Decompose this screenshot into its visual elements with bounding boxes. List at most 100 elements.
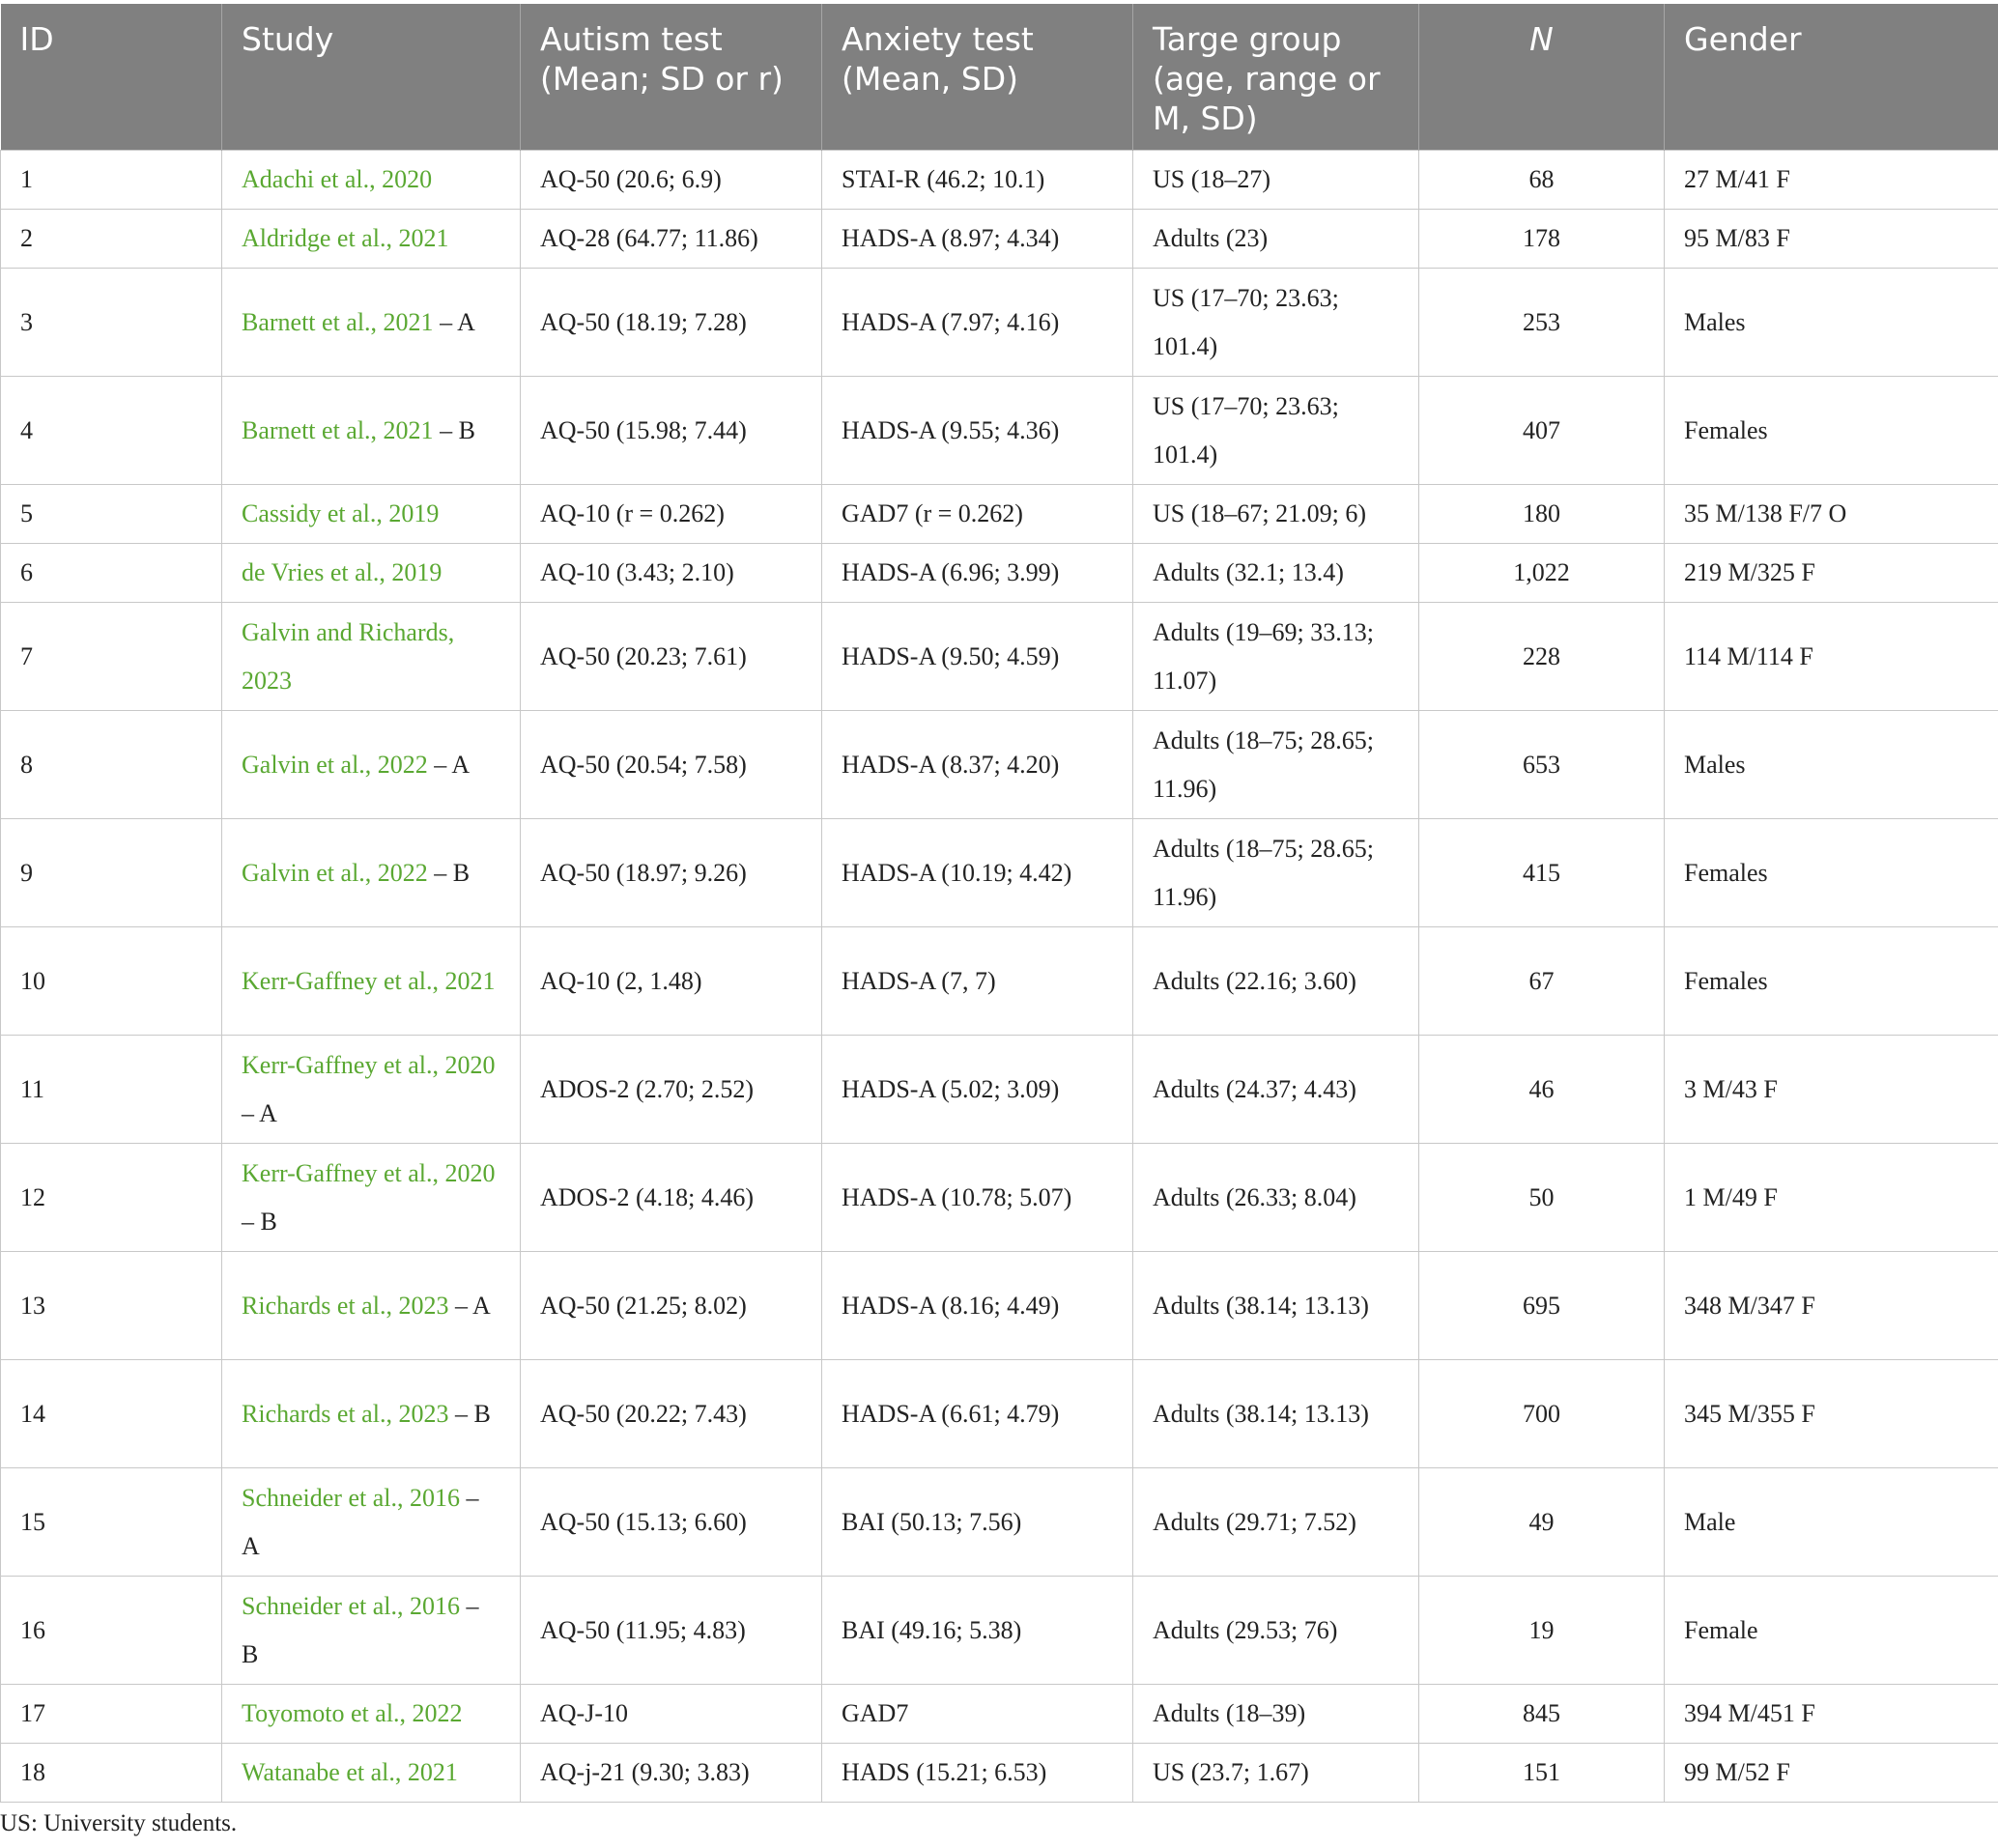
cell-autism-test: ADOS-2 (2.70; 2.52) (520, 1035, 822, 1144)
header-gender: Gender (1664, 4, 1998, 151)
cell-id: 3 (0, 268, 222, 377)
cell-gender: 219 M/325 F (1664, 543, 1998, 603)
cell-gender: 27 M/41 F (1664, 150, 1998, 210)
study-link[interactable]: Cassidy et al., 2019 (242, 499, 440, 527)
study-suffix: – B (433, 415, 475, 444)
cell-study: Schneider et al., 2016 – A (221, 1467, 521, 1577)
cell-id: 1 (0, 150, 222, 210)
cell-n: 178 (1418, 209, 1665, 269)
cell-autism-test: AQ-50 (20.22; 7.43) (520, 1359, 822, 1468)
study-suffix: – A (433, 307, 475, 336)
cell-anxiety-test: GAD7 (821, 1684, 1133, 1744)
cell-autism-test: AQ-50 (11.95; 4.83) (520, 1576, 822, 1685)
cell-target-group: Adults (18–75; 28.65; 11.96) (1132, 818, 1419, 927)
cell-n: 407 (1418, 376, 1665, 485)
cell-anxiety-test: GAD7 (r = 0.262) (821, 484, 1133, 544)
cell-n: 19 (1418, 1576, 1665, 1685)
cell-anxiety-test: HADS (15.21; 6.53) (821, 1743, 1133, 1803)
study-link[interactable]: Kerr-Gaffney et al., 2020 (242, 1158, 496, 1187)
cell-id: 11 (0, 1035, 222, 1144)
cell-gender: Females (1664, 818, 1998, 927)
study-link[interactable]: Galvin et al., 2022 (242, 858, 428, 887)
header-id: ID (0, 4, 222, 151)
cell-id: 18 (0, 1743, 222, 1803)
study-link[interactable]: Richards et al., 2023 (242, 1291, 449, 1320)
study-link[interactable]: Watanabe et al., 2021 (242, 1758, 458, 1786)
cell-target-group: US (17–70; 23.63; 101.4) (1132, 268, 1419, 377)
study-link[interactable]: Schneider et al., 2016 (242, 1483, 460, 1512)
cell-study: Barnett et al., 2021 – B (221, 376, 521, 485)
cell-id: 12 (0, 1143, 222, 1252)
cell-n: 700 (1418, 1359, 1665, 1468)
study-link[interactable]: de Vries et al., 2019 (242, 558, 442, 586)
cell-autism-test: AQ-10 (3.43; 2.10) (520, 543, 822, 603)
table-row: 7 Galvin and Richards, 2023 AQ-50 (20.23… (0, 602, 1998, 711)
cell-study: Richards et al., 2023 – A (221, 1251, 521, 1360)
study-link[interactable]: Barnett et al., 2021 (242, 415, 434, 444)
table-row: 14 Richards et al., 2023 – B AQ-50 (20.2… (0, 1359, 1998, 1468)
cell-study: Galvin et al., 2022 – B (221, 818, 521, 927)
cell-id: 16 (0, 1576, 222, 1685)
cell-study: Richards et al., 2023 – B (221, 1359, 521, 1468)
cell-n: 67 (1418, 926, 1665, 1036)
study-suffix: – A (242, 1098, 277, 1127)
study-link[interactable]: Aldridge et al., 2021 (242, 224, 449, 252)
cell-autism-test: AQ-28 (64.77; 11.86) (520, 209, 822, 269)
cell-n: 845 (1418, 1684, 1665, 1744)
cell-study: Adachi et al., 2020 (221, 150, 521, 210)
header-anxiety-test: Anxiety test (Mean, SD) (821, 4, 1133, 151)
cell-id: 2 (0, 209, 222, 269)
cell-anxiety-test: HADS-A (9.50; 4.59) (821, 602, 1133, 711)
cell-id: 5 (0, 484, 222, 544)
study-link[interactable]: Kerr-Gaffney et al., 2020 (242, 1050, 496, 1079)
cell-anxiety-test: HADS-A (10.78; 5.07) (821, 1143, 1133, 1252)
cell-target-group: Adults (29.53; 76) (1132, 1576, 1419, 1685)
cell-target-group: US (18–27) (1132, 150, 1419, 210)
cell-study: Kerr-Gaffney et al., 2021 (221, 926, 521, 1036)
table-row: 10 Kerr-Gaffney et al., 2021 AQ-10 (2, 1… (0, 926, 1998, 1036)
cell-study: Toyomoto et al., 2022 (221, 1684, 521, 1744)
study-link[interactable]: Toyomoto et al., 2022 (242, 1699, 463, 1727)
cell-autism-test: AQ-50 (20.6; 6.9) (520, 150, 822, 210)
cell-target-group: Adults (26.33; 8.04) (1132, 1143, 1419, 1252)
study-link[interactable]: Kerr-Gaffney et al., 2021 (242, 966, 496, 995)
cell-anxiety-test: HADS-A (5.02; 3.09) (821, 1035, 1133, 1144)
cell-gender: 345 M/355 F (1664, 1359, 1998, 1468)
cell-target-group: Adults (18–75; 28.65; 11.96) (1132, 710, 1419, 819)
table-container: ID Study Autism test (Mean; SD or r) Anx… (0, 4, 1998, 1803)
cell-gender: 114 M/114 F (1664, 602, 1998, 711)
table-row: 13 Richards et al., 2023 – A AQ-50 (21.2… (0, 1251, 1998, 1360)
cell-autism-test: AQ-50 (15.13; 6.60) (520, 1467, 822, 1577)
table-row: 2 Aldridge et al., 2021 AQ-28 (64.77; 11… (0, 209, 1998, 269)
cell-study: Watanabe et al., 2021 (221, 1743, 521, 1803)
cell-autism-test: ADOS-2 (4.18; 4.46) (520, 1143, 822, 1252)
cell-anxiety-test: HADS-A (9.55; 4.36) (821, 376, 1133, 485)
cell-target-group: Adults (19–69; 33.13; 11.07) (1132, 602, 1419, 711)
table-row: 9 Galvin et al., 2022 – B AQ-50 (18.97; … (0, 818, 1998, 927)
cell-study: Galvin and Richards, 2023 (221, 602, 521, 711)
cell-target-group: Adults (18–39) (1132, 1684, 1419, 1744)
study-link[interactable]: Richards et al., 2023 (242, 1399, 449, 1428)
study-link[interactable]: Galvin et al., 2022 (242, 750, 428, 779)
study-link[interactable]: Adachi et al., 2020 (242, 165, 433, 193)
study-link[interactable]: Schneider et al., 2016 (242, 1591, 460, 1620)
study-link[interactable]: Galvin and Richards, 2023 (242, 617, 455, 695)
cell-autism-test: AQ-50 (21.25; 8.02) (520, 1251, 822, 1360)
cell-n: 695 (1418, 1251, 1665, 1360)
cell-id: 17 (0, 1684, 222, 1744)
cell-gender: Female (1664, 1576, 1998, 1685)
table-row: 1 Adachi et al., 2020 AQ-50 (20.6; 6.9) … (0, 150, 1998, 210)
table-body: 1 Adachi et al., 2020 AQ-50 (20.6; 6.9) … (0, 150, 1998, 1803)
cell-target-group: Adults (38.14; 13.13) (1132, 1251, 1419, 1360)
cell-anxiety-test: BAI (50.13; 7.56) (821, 1467, 1133, 1577)
cell-target-group: Adults (23) (1132, 209, 1419, 269)
cell-study: Kerr-Gaffney et al., 2020 – B (221, 1143, 521, 1252)
header-n: N (1418, 4, 1665, 151)
cell-autism-test: AQ-50 (18.19; 7.28) (520, 268, 822, 377)
cell-gender: Females (1664, 926, 1998, 1036)
table-row: 17 Toyomoto et al., 2022 AQ-J-10 GAD7 Ad… (0, 1684, 1998, 1744)
study-link[interactable]: Barnett et al., 2021 (242, 307, 434, 336)
cell-autism-test: AQ-10 (r = 0.262) (520, 484, 822, 544)
header-autism-test: Autism test (Mean; SD or r) (520, 4, 822, 151)
cell-anxiety-test: HADS-A (7.97; 4.16) (821, 268, 1133, 377)
